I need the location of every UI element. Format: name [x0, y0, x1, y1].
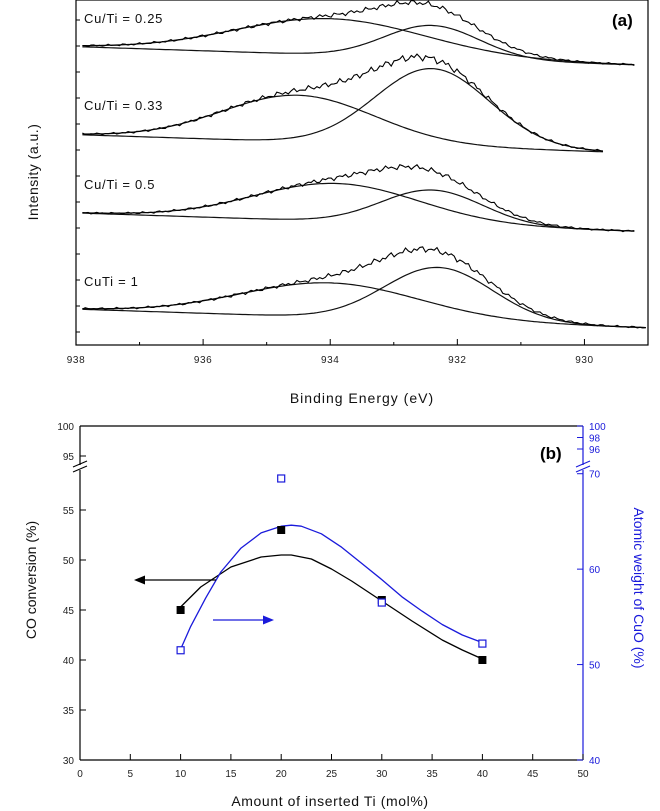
- panel-b-y-tick-label: 95: [63, 452, 75, 463]
- panel-b-y-tick-label: 45: [63, 606, 75, 617]
- panel-b-x-tick-label: 30: [376, 769, 388, 780]
- panel-a-xps-spectra: (a) Binding Energy (eV) Intensity (a.u.)…: [25, 0, 649, 406]
- panel-a-y-axis-label: Intensity (a.u.): [25, 124, 41, 221]
- panel-b-x-axis-label: Amount of inserted Ti (mol%): [231, 793, 428, 809]
- spectrum-measured-curve: [82, 164, 635, 233]
- spectrum-fit-component-1: [82, 182, 635, 232]
- panel-b-x-tick-label: 50: [577, 769, 589, 780]
- cuo-weight-point: [176, 646, 185, 655]
- panel-a-label: (a): [612, 11, 633, 30]
- spectrum-fit-component-2: [82, 24, 635, 66]
- panel-b-x-tick-label: 45: [527, 769, 539, 780]
- panel-b-y-tick-label: 40: [63, 656, 75, 667]
- co-conversion-point: [478, 656, 487, 664]
- panel-b-y-tick-label: 100: [57, 422, 74, 433]
- panel-b-x-tick-label: 35: [427, 769, 439, 780]
- spectrum-measured-curve: [82, 0, 635, 67]
- panel-b-y2-tick-label: 50: [589, 661, 601, 672]
- cuo-weight-point: [478, 639, 487, 648]
- spectrum-series-label: CuTi = 1: [84, 274, 139, 289]
- panel-b-x-tick-label: 40: [477, 769, 489, 780]
- cuo-series-arrow: [213, 615, 274, 625]
- spectrum-series-label: Cu/Ti = 0.25: [84, 11, 163, 26]
- spectrum-fit-component-2: [82, 266, 646, 329]
- panel-b-left-axis-label: CO conversion (%): [23, 521, 39, 639]
- panel-b-y-tick-label: 30: [63, 756, 75, 767]
- panel-a-x-axis-label: Binding Energy (eV): [290, 390, 434, 406]
- cuo-weight-fit-line: [180, 524, 483, 650]
- co-conversion-point: [277, 526, 286, 534]
- spectrum-fit-component-1: [82, 18, 635, 66]
- co-conversion-point: [176, 606, 185, 614]
- panel-a-x-tick-label: 930: [575, 355, 594, 366]
- panel-b-y2-tick-label: 96: [589, 445, 601, 456]
- panel-b-label: (b): [540, 444, 562, 463]
- co-series-arrow: [134, 575, 216, 585]
- spectrum-series-label: Cu/Ti = 0.5: [84, 177, 155, 192]
- panel-b-x-tick-label: 15: [225, 769, 237, 780]
- spectrum-fit-component-1: [82, 94, 603, 153]
- spectrum-measured-curve: [82, 246, 646, 329]
- left-axis-break: [72, 460, 88, 473]
- panel-b-x-tick-label: 20: [276, 769, 288, 780]
- panel-a-x-tick-label: 932: [448, 355, 467, 366]
- right-axis-break: [575, 460, 591, 473]
- panel-b-y-tick-label: 35: [63, 706, 75, 717]
- panel-a-x-tick-label: 938: [67, 355, 86, 366]
- panel-b-y-tick-label: 55: [63, 506, 75, 517]
- panel-b-right-axis-label: Atomic weight of CuO (%): [631, 507, 647, 668]
- panel-b-y-tick-label: 50: [63, 556, 75, 567]
- panel-b-x-tick-label: 0: [77, 769, 83, 780]
- panel-a-x-tick-label: 936: [194, 355, 213, 366]
- panel-a-x-tick-label: 934: [321, 355, 340, 366]
- panel-a-frame: [75, 0, 649, 346]
- cuo-weight-point: [277, 474, 286, 483]
- co-conversion-fit-line: [180, 554, 483, 660]
- panel-b-y2-tick-label: 60: [589, 565, 601, 576]
- panel-b-y2-tick-label: 98: [589, 434, 601, 445]
- cuo-weight-point: [377, 598, 386, 607]
- spectrum-series-label: Cu/Ti = 0.33: [84, 98, 163, 113]
- spectrum-fit-component-2: [82, 189, 635, 232]
- panel-b-x-tick-label: 10: [175, 769, 187, 780]
- panel-b-conversion-chart: (b) Amount of inserted Ti (mol%) CO conv…: [23, 422, 647, 809]
- panel-b-x-tick-label: 5: [128, 769, 134, 780]
- panel-b-y2-tick-label: 70: [589, 470, 601, 481]
- panel-b-y2-tick-label: 100: [589, 422, 606, 433]
- panel-b-x-tick-label: 25: [326, 769, 338, 780]
- spectrum-measured-curve: [82, 53, 604, 153]
- panel-b-y2-tick-label: 40: [589, 756, 601, 767]
